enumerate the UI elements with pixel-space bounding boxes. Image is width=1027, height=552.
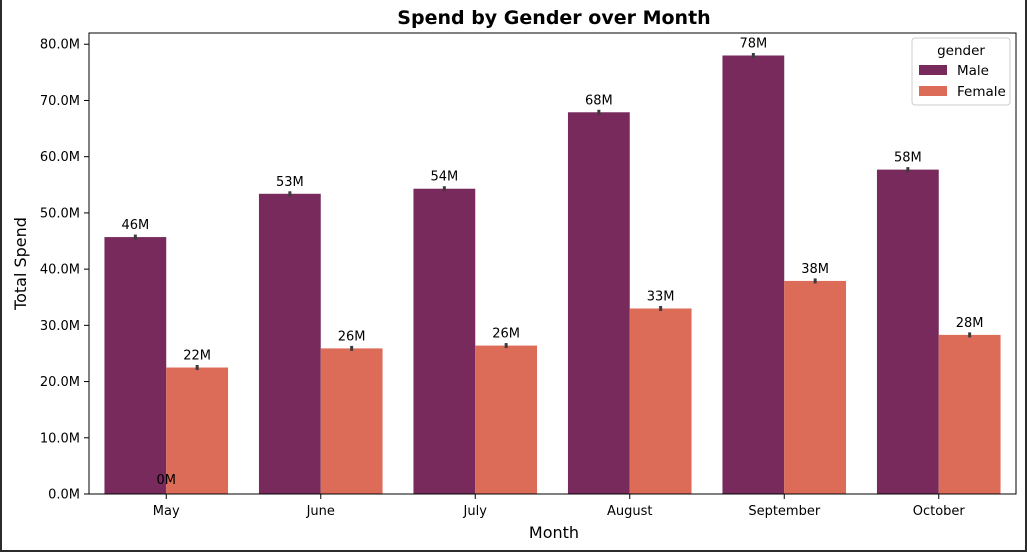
- bar-female: [166, 367, 229, 494]
- legend: gender Male Female: [911, 37, 1011, 106]
- bar-female: [784, 280, 847, 494]
- x-tick-label: August: [607, 504, 653, 519]
- y-tick-label: 50.0M: [40, 206, 80, 221]
- y-tick-label: 20.0M: [40, 375, 80, 390]
- x-tick-label: October: [913, 504, 966, 519]
- y-axis: 0.0M 10.0M 20.0M 30.0M 40.0M 50.0M 60.0M 70.0M 8…: [40, 38, 89, 503]
- y-tick-label: 0.0M: [48, 488, 80, 503]
- data-label: 26M: [338, 329, 366, 344]
- y-tick-label: 10.0M: [40, 431, 80, 446]
- zero-annotation: 0M: [157, 473, 177, 488]
- bar-male: [567, 112, 630, 495]
- data-label: 78M: [739, 36, 767, 51]
- x-axis-title: Month: [529, 523, 579, 542]
- bar-female: [475, 345, 538, 494]
- legend-swatch-male: [919, 65, 947, 75]
- x-tick-label: July: [463, 504, 488, 519]
- data-label: 22M: [183, 349, 211, 364]
- y-tick-label: 30.0M: [40, 319, 80, 334]
- bar-female: [938, 334, 1001, 494]
- legend-label-male: Male: [957, 63, 989, 79]
- data-label: 54M: [430, 170, 458, 185]
- bar-male: [876, 169, 939, 495]
- x-tick-label: June: [306, 504, 335, 519]
- bar-male: [413, 188, 476, 495]
- x-axis: May June July August September October: [153, 494, 966, 519]
- data-label: 53M: [276, 175, 304, 190]
- y-tick-label: 70.0M: [40, 94, 80, 109]
- plot-frame: [88, 32, 1017, 495]
- y-tick-label: 40.0M: [40, 263, 80, 278]
- data-label: 33M: [647, 289, 675, 304]
- bars-group: [104, 55, 1001, 495]
- legend-label-female: Female: [957, 84, 1006, 100]
- legend-swatch-female: [919, 86, 947, 96]
- data-label: 58M: [894, 151, 922, 166]
- legend-title: gender: [937, 43, 985, 59]
- data-labels-group: 46M 22M 53M 26M 54M 26M 68M 33M 78M 38M 58M 28M 0M: [121, 36, 983, 488]
- y-axis-title: Total Spend: [11, 217, 30, 311]
- error-bars-group: [133, 52, 972, 371]
- bar-male: [258, 193, 321, 494]
- bar-female: [320, 348, 383, 494]
- x-tick-label: September: [748, 504, 821, 519]
- data-label: 26M: [492, 327, 520, 342]
- bar-female: [629, 308, 692, 494]
- data-label: 28M: [956, 316, 984, 331]
- x-tick-label: May: [153, 504, 180, 519]
- chart-title: Spend by Gender over Month: [397, 7, 710, 29]
- data-label: 38M: [801, 262, 829, 277]
- bar-male: [722, 55, 785, 495]
- data-label: 46M: [121, 218, 149, 233]
- data-label: 68M: [585, 93, 613, 108]
- bar-male: [104, 237, 167, 494]
- y-tick-label: 80.0M: [40, 38, 80, 53]
- y-tick-label: 60.0M: [40, 150, 80, 165]
